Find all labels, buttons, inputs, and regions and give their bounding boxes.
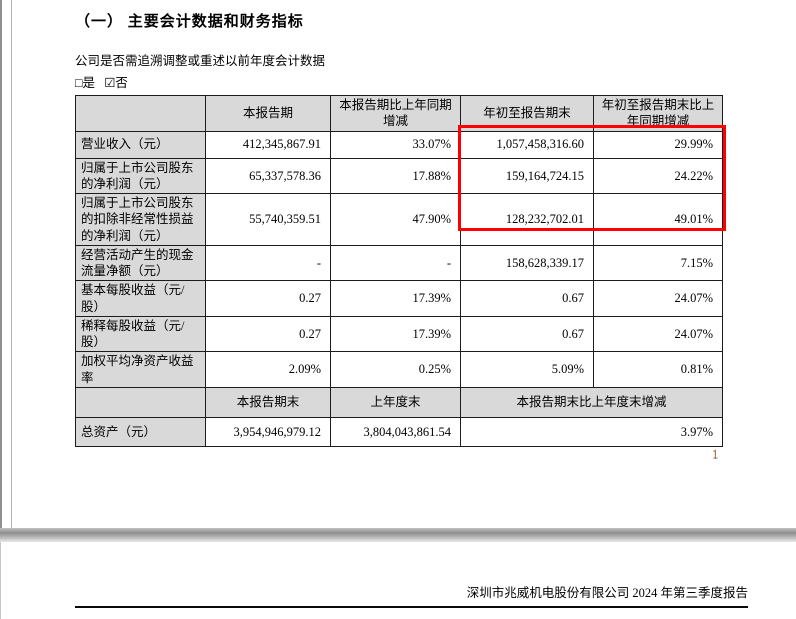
table-row: 营业收入（元） 412,345,867.91 33.07% 1,057,458,…	[75, 130, 723, 159]
value-cell: 3,804,043,861.54	[330, 416, 461, 447]
value-cell: 24.22%	[593, 157, 723, 194]
row-label-cell: 经营活动产生的现金流量净额（元）	[75, 244, 206, 282]
value-cell: 0.27	[205, 280, 331, 317]
value-cell: 55,740,359.51	[205, 193, 331, 246]
table-subheader-row: 本报告期末 上年度末 本报告期末比上年度末增减	[75, 386, 723, 418]
value-cell: 29.99%	[593, 130, 723, 159]
header-cell: 本报告期末比上年度末增减	[460, 386, 723, 418]
value-cell: 5.09%	[460, 351, 594, 388]
restatement-question: 公司是否需追溯调整或重述以前年度会计数据	[75, 54, 326, 68]
table-row: 经营活动产生的现金流量净额（元） - - 158,628,339.17 7.15…	[75, 244, 723, 282]
value-cell: -	[330, 244, 461, 282]
value-cell: 0.27	[205, 315, 331, 353]
value-cell: 2.09%	[205, 351, 331, 388]
page-left-inner-line	[11, 0, 12, 528]
value-cell: 3,954,946,979.12	[205, 416, 331, 447]
value-cell: 1,057,458,316.60	[460, 130, 594, 159]
page-separator-band	[0, 528, 796, 542]
table-row: 加权平均净资产收益率 2.09% 0.25% 5.09% 0.81%	[75, 351, 723, 388]
value-cell: 0.81%	[593, 351, 723, 388]
value-cell: 24.07%	[593, 280, 723, 317]
section-title: （一） 主要会计数据和财务指标	[75, 14, 304, 30]
row-label-cell: 归属于上市公司股东的净利润（元）	[75, 157, 206, 194]
row-label-cell: 营业收入（元）	[75, 130, 206, 159]
value-cell: 7.15%	[593, 244, 723, 282]
value-cell: 47.90%	[330, 193, 461, 246]
row-label-cell: 归属于上市公司股东的扣除非经常性损益的净利润（元）	[75, 193, 206, 246]
value-cell: 0.67	[460, 280, 594, 317]
header-cell: 本报告期	[205, 95, 331, 132]
page-left-edge-line	[0, 0, 2, 528]
table-row: 稀释每股收益（元/股） 0.27 17.39% 0.67 24.07%	[75, 315, 723, 353]
option-no-checkbox: ☑否	[104, 76, 128, 90]
page2-left-edge-line	[0, 542, 1, 619]
table-row: 归属于上市公司股东的净利润（元） 65,337,578.36 17.88% 15…	[75, 157, 723, 194]
financial-indicators-table: 本报告期 本报告期比上年同期增减 年初至报告期末 年初至报告期末比上年同期增减 …	[75, 95, 723, 447]
header-cell: 本报告期末	[205, 386, 331, 418]
row-label-cell: 总资产（元）	[75, 416, 206, 447]
header-cell	[75, 386, 206, 418]
value-cell: 0.25%	[330, 351, 461, 388]
table-row: 总资产（元） 3,954,946,979.12 3,804,043,861.54…	[75, 416, 723, 447]
row-label-cell: 稀释每股收益（元/股）	[75, 315, 206, 353]
table-row: 归属于上市公司股东的扣除非经常性损益的净利润（元） 55,740,359.51 …	[75, 193, 723, 246]
value-cell: 24.07%	[593, 315, 723, 353]
header-cell: 上年度末	[330, 386, 461, 418]
report-header: 深圳市兆威机电股份有限公司 2024 年第三季度报告	[75, 582, 748, 608]
value-cell: 412,345,867.91	[205, 130, 331, 159]
value-cell: 3.97%	[460, 416, 723, 447]
value-cell: 65,337,578.36	[205, 157, 331, 194]
row-label-cell: 加权平均净资产收益率	[75, 351, 206, 388]
value-cell: 0.67	[460, 315, 594, 353]
header-cell: 本报告期比上年同期增减	[330, 95, 461, 132]
page-number: 1	[712, 446, 719, 461]
value-cell: 128,232,702.01	[460, 193, 594, 246]
restatement-options: □是 ☑否	[75, 72, 134, 91]
option-yes-checkbox: □是	[75, 76, 96, 90]
value-cell: 33.07%	[330, 130, 461, 159]
table-row: 基本每股收益（元/股） 0.27 17.39% 0.67 24.07%	[75, 280, 723, 317]
value-cell: -	[205, 244, 331, 282]
value-cell: 158,628,339.17	[460, 244, 594, 282]
value-cell: 159,164,724.15	[460, 157, 594, 194]
header-cell	[75, 95, 206, 132]
value-cell: 17.88%	[330, 157, 461, 194]
value-cell: 17.39%	[330, 315, 461, 353]
highlight-rectangle	[458, 125, 726, 231]
value-cell: 17.39%	[330, 280, 461, 317]
row-label-cell: 基本每股收益（元/股）	[75, 280, 206, 317]
value-cell: 49.01%	[593, 193, 723, 246]
